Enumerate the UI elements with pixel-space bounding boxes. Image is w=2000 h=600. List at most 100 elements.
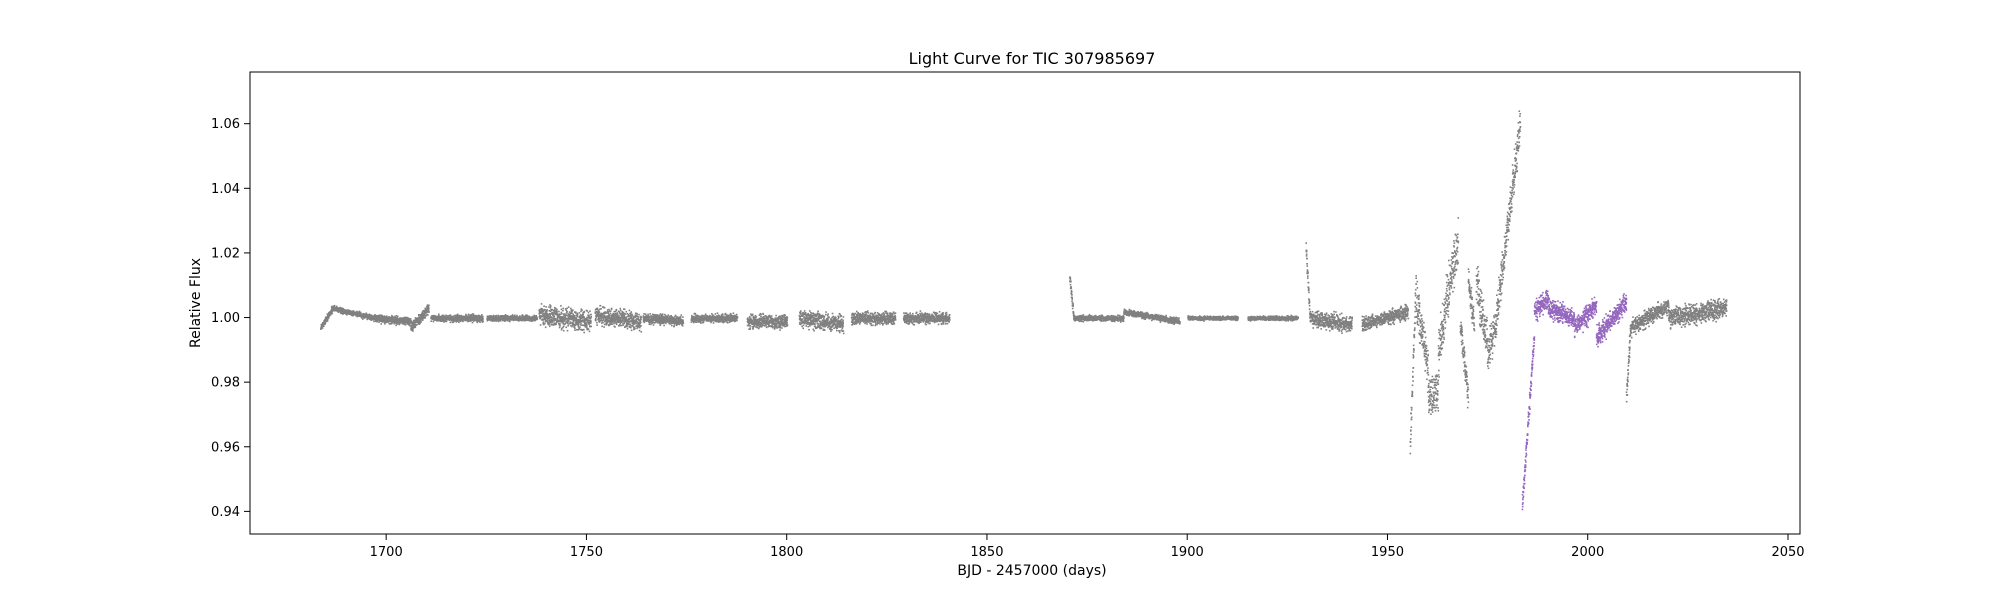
data-point	[767, 318, 769, 320]
data-point	[541, 309, 543, 311]
data-point	[331, 305, 333, 308]
data-point	[626, 312, 629, 315]
data-point	[812, 328, 815, 331]
data-point	[650, 315, 652, 317]
data-point	[609, 321, 611, 324]
data-point	[636, 321, 639, 323]
data-point	[562, 329, 565, 332]
data-point	[631, 317, 633, 319]
data-point	[595, 310, 597, 313]
data-point	[597, 314, 600, 317]
data-point	[361, 316, 363, 319]
data-point	[543, 313, 546, 316]
data-point	[580, 314, 582, 316]
data-point	[589, 325, 591, 328]
data-point	[366, 318, 369, 321]
data-point	[628, 309, 631, 312]
data-point	[748, 324, 750, 327]
data-point	[505, 318, 507, 320]
data-point	[395, 315, 398, 317]
data-point	[535, 315, 537, 317]
data-point	[598, 321, 601, 323]
data-point	[577, 325, 580, 327]
data-point	[370, 318, 373, 320]
data-point	[580, 308, 583, 310]
data-point	[414, 326, 417, 328]
data-point	[661, 313, 664, 315]
data-point	[718, 315, 720, 317]
data-point	[456, 313, 459, 316]
data-point	[451, 321, 454, 324]
data-point	[631, 319, 633, 322]
data-point	[581, 309, 583, 312]
data-point	[327, 317, 330, 320]
data-point	[640, 318, 642, 321]
data-point	[612, 320, 614, 323]
data-point	[549, 304, 551, 306]
data-point	[497, 314, 500, 317]
data-point	[339, 306, 341, 309]
data-point	[555, 321, 558, 324]
data-point	[561, 319, 564, 322]
data-point	[621, 318, 624, 321]
data-point	[635, 312, 638, 315]
data-point	[608, 317, 611, 320]
data-point	[594, 309, 597, 311]
data-point	[433, 317, 435, 320]
data-point	[326, 320, 329, 322]
data-point	[373, 320, 375, 323]
data-point	[453, 314, 455, 317]
data-point	[569, 322, 572, 324]
data-point	[586, 325, 588, 327]
data-point	[401, 322, 404, 325]
data-point	[399, 317, 401, 319]
data-point	[409, 318, 412, 320]
data-point	[633, 319, 635, 322]
data-point	[391, 314, 393, 317]
data-point	[626, 327, 629, 330]
data-point	[589, 310, 591, 312]
data-point	[586, 310, 589, 312]
data-point	[542, 315, 544, 318]
data-point	[396, 319, 398, 322]
data-point	[623, 320, 625, 322]
data-point	[425, 314, 427, 317]
data-point	[415, 324, 418, 326]
data-point	[553, 316, 556, 318]
data-point	[323, 325, 325, 327]
data-point	[605, 319, 608, 322]
data-point	[624, 313, 627, 315]
data-point	[606, 321, 609, 324]
data-point	[482, 320, 484, 323]
data-point	[467, 316, 469, 319]
data-point	[712, 322, 715, 324]
data-point	[802, 327, 804, 330]
data-point	[639, 320, 641, 322]
data-point	[445, 314, 447, 317]
data-point	[815, 315, 817, 317]
data-point	[412, 322, 414, 324]
data-point	[522, 319, 524, 321]
data-point	[549, 321, 551, 323]
data-point	[558, 310, 560, 313]
data-point	[549, 316, 551, 318]
data-point	[420, 313, 422, 316]
data-point	[534, 319, 537, 321]
data-point	[380, 323, 382, 325]
data-point	[462, 320, 464, 323]
data-point	[583, 311, 585, 314]
data-point	[572, 309, 574, 311]
data-point	[617, 321, 619, 324]
data-point	[404, 317, 406, 320]
data-points	[320, 110, 1728, 511]
data-point	[640, 331, 643, 333]
data-point	[383, 323, 386, 325]
data-point	[455, 316, 457, 318]
data-point	[607, 311, 610, 313]
data-point	[694, 312, 697, 315]
data-point	[638, 313, 640, 316]
data-point	[549, 315, 551, 317]
data-point	[324, 322, 327, 324]
data-point	[342, 309, 344, 312]
data-point	[572, 317, 574, 320]
